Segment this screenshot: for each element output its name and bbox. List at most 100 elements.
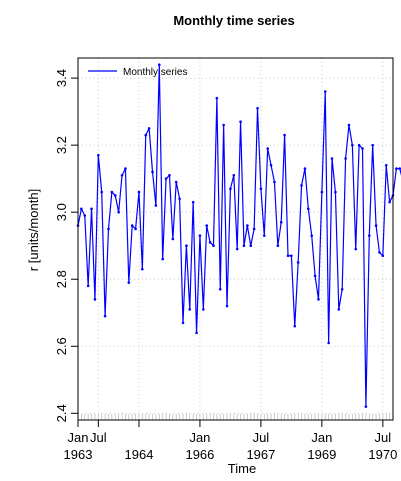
data-point <box>290 254 293 258</box>
y-tick-label: 3.4 <box>54 69 69 87</box>
data-point <box>320 190 324 194</box>
data-point <box>303 167 307 170</box>
legend: Monthly series <box>88 67 187 78</box>
data-point <box>154 204 158 207</box>
x-tick-label-year: 1966 <box>185 447 214 462</box>
data-point <box>262 234 266 237</box>
x-tick-label-year: 1963 <box>64 447 93 462</box>
data-point <box>327 341 330 345</box>
y-tick-label: 2.8 <box>54 270 69 288</box>
data-point <box>334 190 337 194</box>
data-point <box>340 287 344 291</box>
x-tick-label-year: 1970 <box>368 447 397 462</box>
data-point <box>80 207 83 211</box>
data-point <box>252 227 256 231</box>
data-point <box>357 143 361 147</box>
data-point <box>103 314 107 318</box>
data-point <box>364 405 368 408</box>
data-point <box>313 274 317 278</box>
data-point <box>232 174 236 177</box>
x-tick-label-year: 1964 <box>125 447 154 462</box>
data-point <box>395 167 398 170</box>
data-point <box>367 234 371 237</box>
x-tick-label-month: Jan <box>68 430 89 445</box>
data-point <box>269 163 273 167</box>
data-point <box>229 187 232 191</box>
x-tick-label-year: 1967 <box>246 447 275 462</box>
data-point <box>371 143 374 147</box>
data-point <box>164 177 168 180</box>
data-point <box>323 90 327 93</box>
data-point <box>276 244 280 247</box>
data-point <box>286 254 290 258</box>
x-tick-label-month: Jul <box>90 430 107 445</box>
x-tick-label-month: Jan <box>311 430 332 445</box>
data-point <box>178 197 181 201</box>
data-point <box>202 308 205 311</box>
data-point <box>83 214 87 217</box>
data-point <box>347 123 351 127</box>
y-tick-label: 3.2 <box>54 136 69 154</box>
data-point <box>351 143 354 147</box>
data-point <box>157 63 161 66</box>
data-point <box>381 254 385 258</box>
data-point <box>130 224 134 227</box>
data-point <box>141 267 144 271</box>
data-point <box>259 187 263 191</box>
data-point <box>181 321 185 325</box>
data-point <box>218 287 222 291</box>
y-axis-label: r [units/month] <box>26 189 41 271</box>
chart-title: Monthly time series <box>173 13 294 28</box>
data-point <box>107 227 110 231</box>
data-point <box>151 170 154 174</box>
data-point <box>300 184 303 187</box>
data-point <box>293 324 297 328</box>
series-layer <box>76 63 401 408</box>
data-point <box>225 304 229 308</box>
data-point <box>208 241 212 244</box>
data-point <box>86 284 90 288</box>
x-axis-label: Time <box>228 461 256 476</box>
data-point <box>283 133 286 137</box>
data-point <box>195 331 198 335</box>
plot-frame <box>77 57 394 421</box>
data-point <box>120 174 124 177</box>
data-point <box>147 127 151 130</box>
data-point <box>310 234 314 237</box>
data-point <box>97 153 100 157</box>
data-point <box>171 237 175 241</box>
data-point <box>117 210 120 214</box>
data-point <box>239 120 242 123</box>
data-point <box>127 281 131 284</box>
x-minor-ticks <box>77 414 394 420</box>
data-point <box>249 244 253 247</box>
grid-lines <box>77 58 393 420</box>
data-point <box>124 167 127 170</box>
data-point <box>296 261 300 264</box>
data-point <box>205 224 209 227</box>
y-tick-label: 2.6 <box>54 337 69 355</box>
legend-label: Monthly series <box>123 67 187 78</box>
data-point <box>188 308 192 311</box>
data-point <box>134 227 137 231</box>
data-point <box>279 220 283 224</box>
y-tick-label: 2.4 <box>54 404 69 422</box>
data-point <box>110 190 114 194</box>
x-tick-label-year: 1969 <box>307 447 336 462</box>
data-point <box>185 244 188 247</box>
data-point <box>266 147 269 150</box>
data-point <box>307 207 310 211</box>
data-point <box>113 194 117 197</box>
y-tick-label: 3.0 <box>54 203 69 221</box>
data-point <box>337 308 341 311</box>
data-point <box>273 180 276 184</box>
data-point <box>388 200 391 204</box>
data-point <box>144 133 148 137</box>
data-point <box>330 157 334 160</box>
data-point <box>317 298 320 301</box>
data-point <box>242 244 246 247</box>
data-point <box>344 157 347 160</box>
data-point <box>174 180 178 184</box>
data-point <box>246 224 249 227</box>
